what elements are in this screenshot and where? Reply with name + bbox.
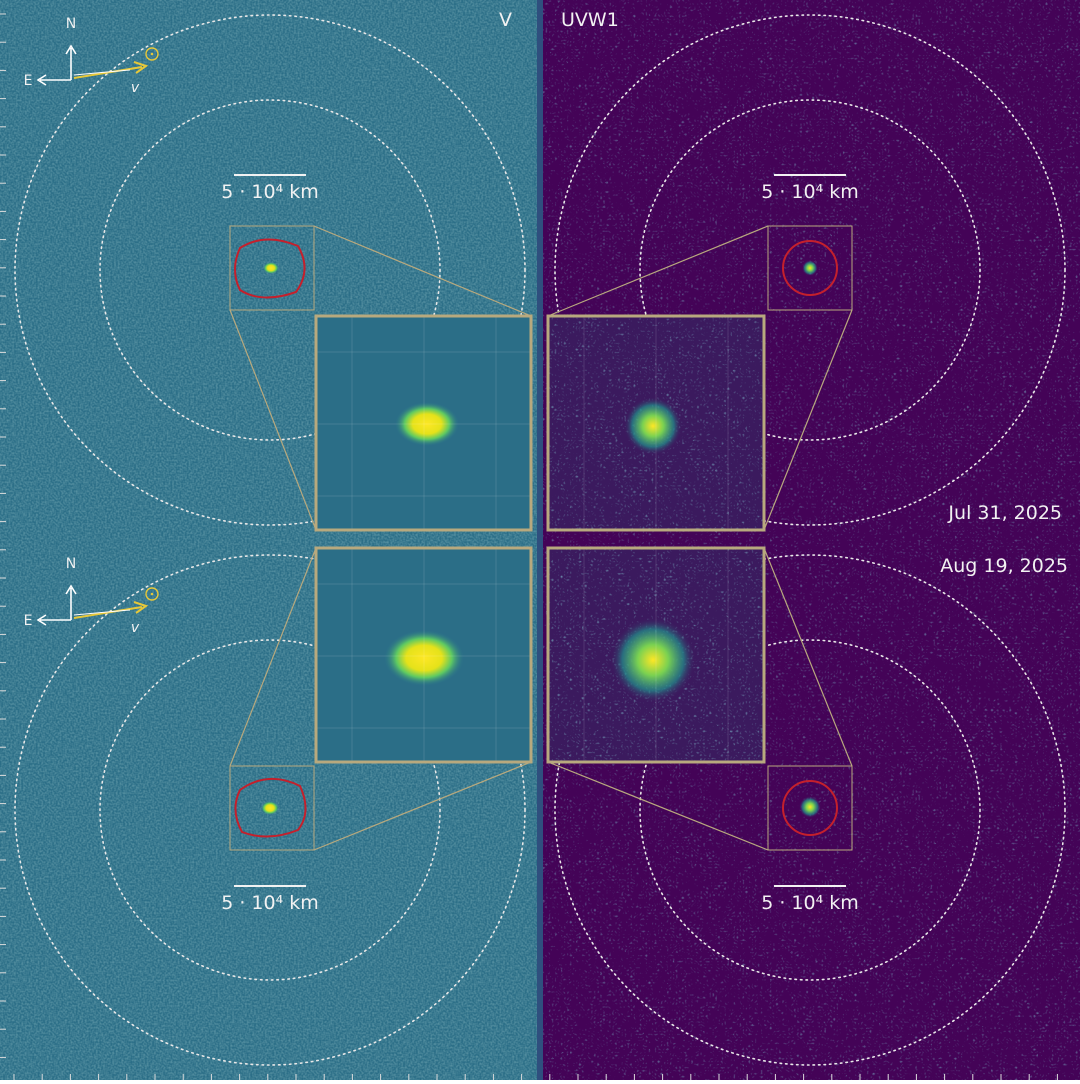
small-insets [229, 225, 853, 851]
scale-bar-label: 5 · 10⁴ km [221, 892, 319, 914]
compass [36, 44, 159, 626]
filter-label: UVW1 [561, 9, 619, 31]
scale-bar-label: 5 · 10⁴ km [761, 892, 859, 914]
edge-ticks [0, 13, 1058, 1080]
compass-north: N [66, 16, 76, 32]
date-label: Jul 31, 2025 [947, 502, 1062, 524]
divider [537, 0, 543, 1080]
aperture-circles [14, 14, 1066, 1066]
uvw1-noise [540, 0, 1080, 1080]
connectors [229, 225, 853, 851]
compass-velocity: v [131, 620, 140, 636]
compass-east: E [24, 613, 33, 629]
scale-bar-label: 5 · 10⁴ km [221, 181, 319, 203]
compass-north: N [66, 556, 76, 572]
filter-label: V [499, 9, 512, 31]
date-label: Aug 19, 2025 [940, 555, 1068, 577]
scale-bars [234, 174, 846, 887]
scale-bar-label: 5 · 10⁴ km [761, 181, 859, 203]
compass-velocity: v [131, 80, 140, 96]
compass-east: E [24, 73, 33, 89]
zoom-boxes [314, 314, 766, 764]
v-noise [0, 0, 540, 1080]
